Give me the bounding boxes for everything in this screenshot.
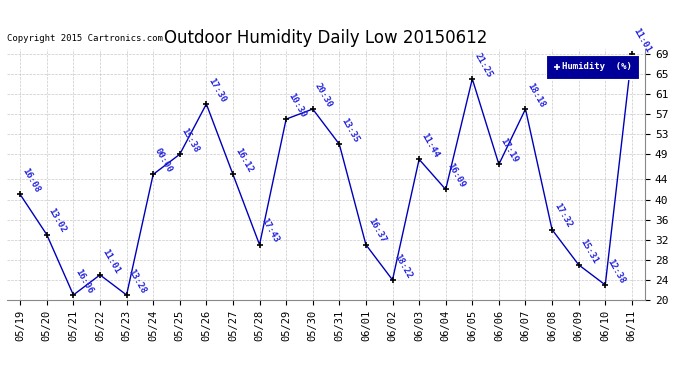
Text: 10:30: 10:30 [286, 92, 307, 119]
Text: 12:38: 12:38 [605, 257, 627, 285]
Text: 16:12: 16:12 [233, 147, 254, 174]
Text: 17:32: 17:32 [552, 202, 573, 229]
Text: 11:01: 11:01 [100, 247, 121, 275]
Text: 16:37: 16:37 [366, 217, 387, 245]
Text: 16:06: 16:06 [73, 267, 95, 295]
Text: 13:28: 13:28 [126, 267, 148, 295]
Text: 15:31: 15:31 [579, 237, 600, 265]
Text: 21:25: 21:25 [472, 51, 493, 79]
Text: 20:30: 20:30 [313, 81, 334, 109]
Text: 11:01: 11:01 [632, 26, 653, 54]
Text: 15:38: 15:38 [180, 126, 201, 154]
Text: Copyright 2015 Cartronics.com: Copyright 2015 Cartronics.com [7, 34, 163, 43]
Text: 18:18: 18:18 [526, 81, 546, 109]
Title: Outdoor Humidity Daily Low 20150612: Outdoor Humidity Daily Low 20150612 [164, 29, 488, 47]
Text: 13:35: 13:35 [339, 117, 361, 144]
Text: 17:19: 17:19 [499, 136, 520, 164]
Text: 16:08: 16:08 [20, 167, 41, 195]
Text: 16:09: 16:09 [446, 162, 467, 189]
Text: 18:22: 18:22 [393, 252, 414, 280]
Text: 13:02: 13:02 [47, 207, 68, 235]
Text: 17:30: 17:30 [206, 76, 228, 104]
Text: 00:00: 00:00 [153, 147, 175, 174]
Text: 17:43: 17:43 [259, 217, 281, 245]
Text: 11:44: 11:44 [419, 132, 440, 159]
